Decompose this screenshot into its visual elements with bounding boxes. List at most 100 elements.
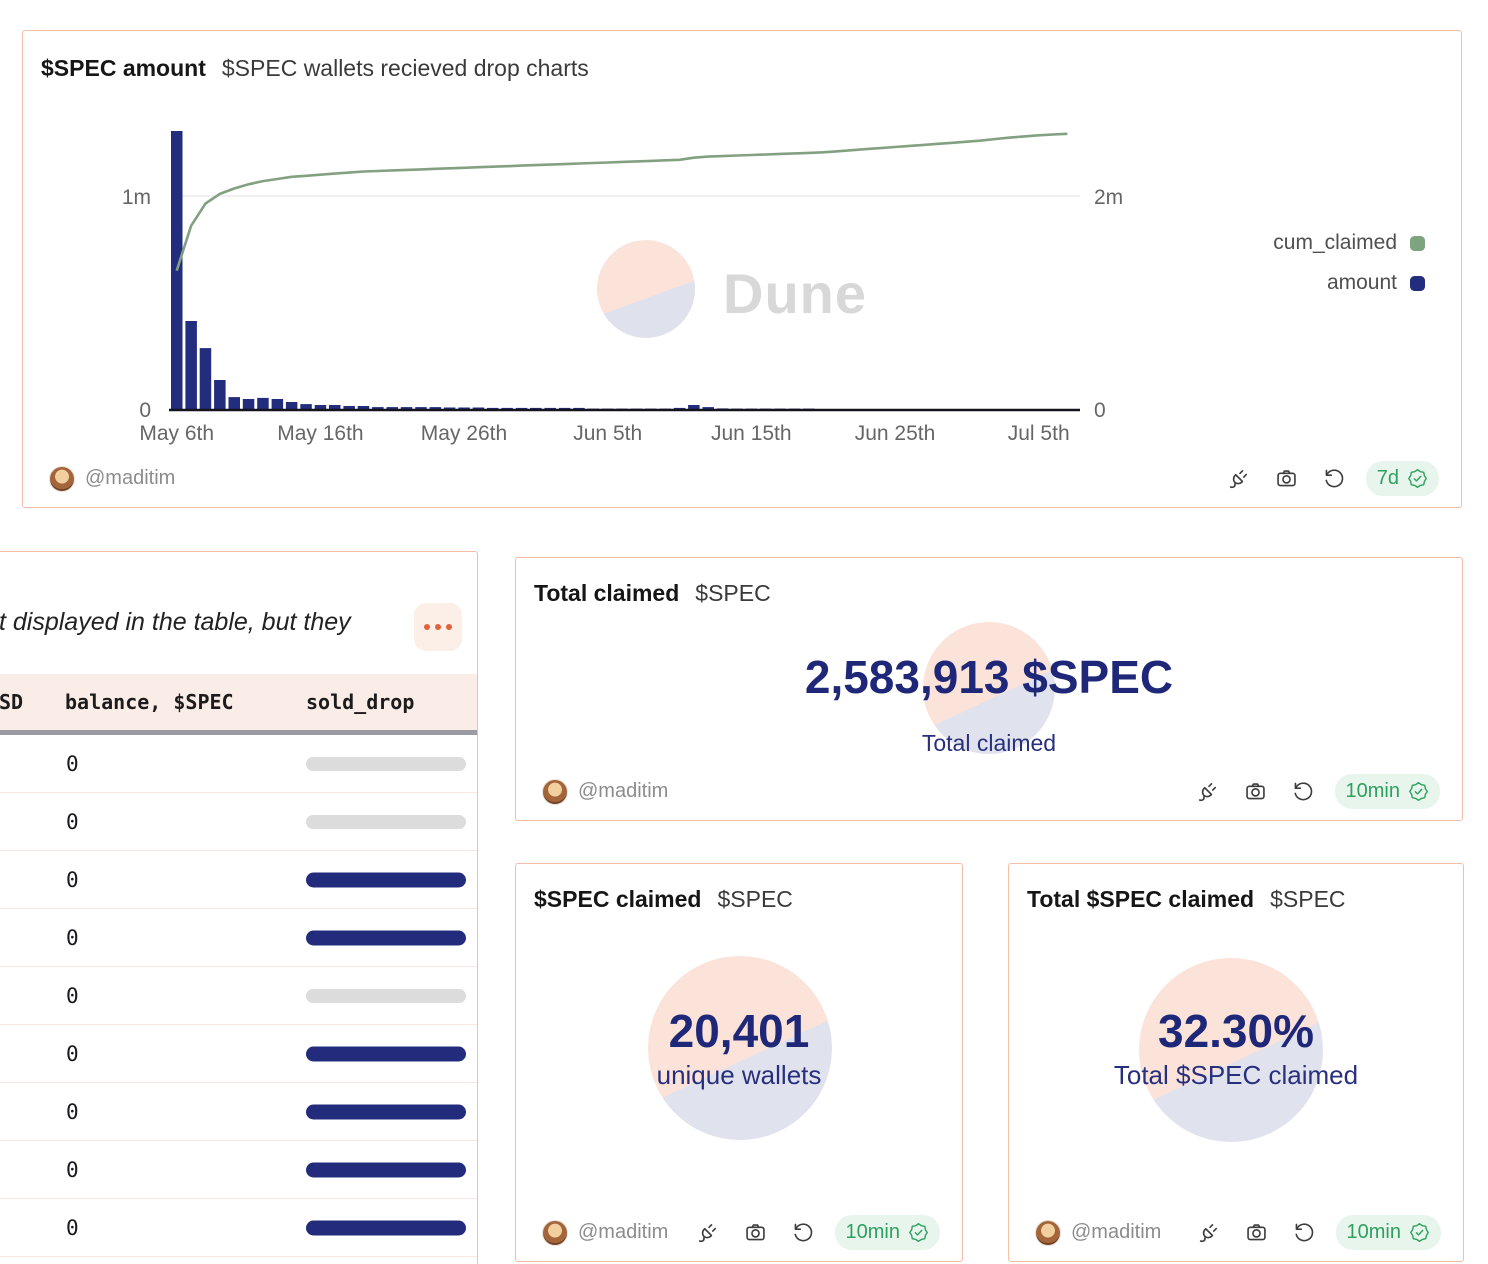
- counter-title: Total $SPEC claimed: [1027, 886, 1255, 912]
- chart-title: $SPEC amount: [41, 55, 206, 81]
- legend-swatch-green: [1410, 235, 1425, 251]
- bar: [343, 406, 355, 409]
- avatar[interactable]: [542, 1219, 568, 1246]
- balance-cell: 0: [66, 751, 79, 776]
- refresh-interval-badge[interactable]: 10min: [1335, 1215, 1441, 1250]
- author-handle[interactable]: @maditim: [578, 1221, 669, 1243]
- bar: [515, 407, 528, 409]
- table-row[interactable]: 0: [0, 909, 477, 967]
- bar: [285, 402, 298, 409]
- bar: [257, 397, 269, 409]
- sold-drop-bar: [306, 1220, 466, 1235]
- counter-caption: Total $SPEC claimed: [1113, 1060, 1359, 1090]
- table-row[interactable]: 0: [0, 967, 477, 1025]
- badge-label: 10min: [845, 1221, 900, 1243]
- legend-item-amount[interactable]: amount: [1273, 263, 1425, 303]
- combo-chart: May 6th May 16th May 26th Jun 5th Jun 15th Ju…: [23, 31, 1463, 471]
- svg-text:Jun 25th: Jun 25th: [855, 422, 936, 445]
- counter-footer: @maditim 10min: [1035, 1215, 1441, 1250]
- sold-drop-bar: [306, 1046, 466, 1061]
- bar: [329, 405, 341, 409]
- bar: [386, 407, 398, 409]
- counter-footer: @maditim 10min: [542, 1215, 940, 1250]
- balance-cell: 0: [66, 1215, 79, 1240]
- chart-legend: cum_claimed amount: [1273, 223, 1425, 303]
- dot: [446, 624, 452, 630]
- svg-text:Jun 15th: Jun 15th: [711, 422, 792, 445]
- refresh-interval-badge[interactable]: 10min: [1334, 774, 1440, 809]
- counter-value: 20,401: [668, 1005, 810, 1057]
- legend-label: cum_claimed: [1273, 231, 1397, 254]
- api-plug-icon[interactable]: [1227, 467, 1250, 490]
- dune-logo-watermark: [597, 240, 695, 338]
- refresh-rotate-icon[interactable]: [1323, 467, 1346, 490]
- bar: [487, 407, 499, 409]
- widget-actions: [696, 1221, 815, 1244]
- table-row[interactable]: 0: [0, 851, 477, 909]
- refresh-interval-badge[interactable]: 10min: [834, 1215, 940, 1250]
- column-header-sold-drop[interactable]: sold_drop: [306, 690, 415, 714]
- balance-cell: 0: [66, 1041, 79, 1066]
- legend-swatch-navy: [1410, 275, 1425, 291]
- chart-subtitle: $SPEC wallets recieved drop charts: [221, 55, 589, 81]
- refresh-rotate-icon[interactable]: [1292, 780, 1315, 803]
- dune-logo-watermark: [648, 956, 832, 1140]
- screenshot-camera-icon[interactable]: [744, 1221, 767, 1244]
- author-handle[interactable]: @maditim: [578, 780, 669, 802]
- table-body: 0 0 0 0 0 0 0 0 0: [0, 735, 477, 1257]
- verified-seal-icon: [1409, 1222, 1430, 1243]
- author-handle[interactable]: @maditim: [1071, 1221, 1162, 1243]
- bar: [573, 407, 585, 409]
- column-header-usd[interactable]: SD: [0, 690, 24, 714]
- counter-tag: $SPEC: [717, 886, 793, 912]
- column-header-balance[interactable]: balance, $SPEC: [65, 690, 234, 714]
- svg-text:May 6th: May 6th: [139, 422, 214, 445]
- screenshot-camera-icon[interactable]: [1244, 780, 1267, 803]
- svg-text:Jun 5th: Jun 5th: [573, 422, 642, 445]
- sold-drop-bar: [306, 1162, 466, 1177]
- badge-label: 10min: [1346, 1221, 1401, 1243]
- dot: [435, 624, 441, 630]
- bar: [688, 405, 700, 409]
- api-plug-icon[interactable]: [696, 1221, 719, 1244]
- counter-unique-wallets: $SPEC claimed $SPEC 20,401 unique wallet…: [515, 863, 963, 1262]
- bar: [530, 407, 542, 409]
- table-row[interactable]: 0: [0, 1025, 477, 1083]
- table-row[interactable]: 0: [0, 1141, 477, 1199]
- balance-cell: 0: [66, 867, 79, 892]
- table-row[interactable]: 0: [0, 1199, 477, 1257]
- screenshot-camera-icon[interactable]: [1245, 1221, 1268, 1244]
- more-options-button[interactable]: [414, 603, 462, 651]
- legend-label: amount: [1326, 271, 1397, 294]
- avatar[interactable]: [1035, 1219, 1061, 1246]
- svg-text:Jul 5th: Jul 5th: [1008, 422, 1070, 445]
- api-plug-icon[interactable]: [1196, 780, 1219, 803]
- bar: [558, 407, 571, 409]
- bar: [185, 321, 197, 409]
- refresh-rotate-icon[interactable]: [1293, 1221, 1316, 1244]
- table-row[interactable]: 0: [0, 735, 477, 793]
- verified-seal-icon: [908, 1222, 929, 1243]
- bar: [228, 397, 240, 409]
- widget-actions: [1197, 1221, 1316, 1244]
- counter-caption: unique wallets: [656, 1060, 822, 1090]
- api-plug-icon[interactable]: [1197, 1221, 1220, 1244]
- bar: [702, 407, 714, 409]
- dune-logo-watermark: [923, 622, 1055, 754]
- refresh-rotate-icon[interactable]: [792, 1221, 815, 1244]
- author-handle[interactable]: @maditim: [85, 467, 176, 489]
- legend-item-cum-claimed[interactable]: cum_claimed: [1273, 223, 1425, 263]
- refresh-interval-badge[interactable]: 7d: [1365, 461, 1439, 496]
- table-row[interactable]: 0: [0, 793, 477, 851]
- badge-label: 10min: [1345, 780, 1400, 802]
- bar: [400, 407, 413, 409]
- avatar[interactable]: [49, 465, 75, 492]
- bar: [472, 407, 485, 409]
- table-row[interactable]: 0: [0, 1083, 477, 1141]
- horizontal-scrollbar[interactable]: [0, 730, 477, 735]
- avatar[interactable]: [542, 778, 568, 805]
- chart-header: $SPEC amount $SPEC wallets recieved drop…: [41, 55, 589, 82]
- bar: [429, 407, 442, 409]
- bar: [357, 406, 370, 409]
- screenshot-camera-icon[interactable]: [1275, 467, 1298, 490]
